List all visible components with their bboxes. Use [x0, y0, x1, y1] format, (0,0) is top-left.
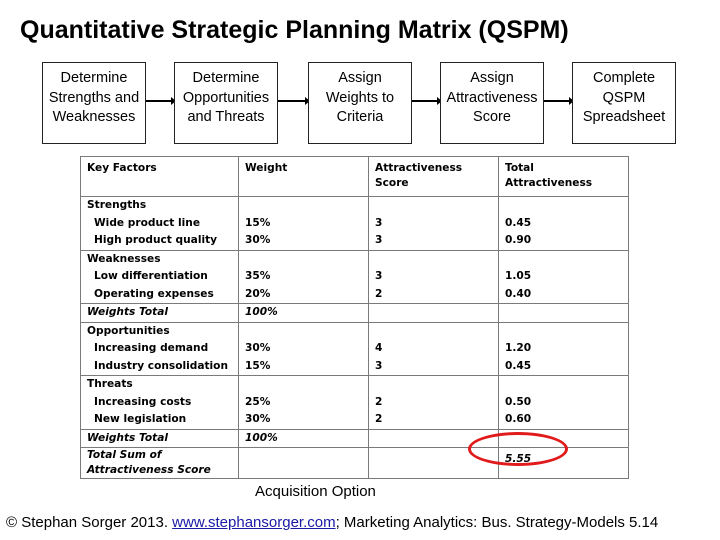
group-label-threats: Threats [87, 378, 133, 390]
step-complete-qspm: Complete QSPM Spreadsheet [572, 62, 676, 144]
table-row-weaknesses: Weaknesses Low differentiation Operating… [80, 249, 629, 304]
arrow-right-icon [412, 97, 442, 105]
highlight-circle [468, 432, 568, 466]
table-header-row: Key Factors Weight Attractiveness Score … [80, 156, 629, 197]
weight-value: 15% [245, 216, 271, 229]
step-assign-attractiveness: Assign Attractiveness Score [440, 62, 544, 144]
step-determine-opportunities-threats: Determine Opportunities and Threats [174, 62, 278, 144]
factor-label: Operating expenses [94, 287, 214, 300]
total-value: 1.05 [505, 270, 532, 282]
factor-label: Wide product line [94, 216, 201, 229]
total-sum-label: Total Sum of [87, 449, 162, 461]
weight-value: 30% [245, 413, 271, 425]
score-value: 3 [375, 216, 383, 229]
footer-suffix: ; Marketing Analytics: Bus. Strategy-Mod… [335, 514, 659, 531]
weight-value: 30% [245, 234, 271, 246]
header-attractiveness-score: Attractiveness Score [368, 156, 499, 197]
arrow-right-icon [278, 97, 310, 105]
factor-label: Increasing costs [94, 395, 192, 408]
weight-value: 25% [245, 395, 271, 408]
footer-prefix: © Stephan Sorger 2013. [6, 514, 173, 531]
factor-label: Industry consolidation [94, 359, 228, 372]
header-weight: Weight [238, 156, 369, 197]
table-row-weights-total: Weights Total 100% [80, 303, 629, 323]
score-value: 3 [375, 359, 383, 372]
step-assign-weights: Assign Weights to Criteria [308, 62, 412, 144]
group-label-opportunities: Opportunities [87, 324, 170, 337]
factor-label: High product quality [94, 234, 218, 246]
total-value: 0.45 [505, 216, 532, 229]
slide-title: Quantitative Strategic Planning Matrix (… [20, 16, 569, 44]
total-value: 0.90 [505, 234, 532, 246]
group-label-strengths: Strengths [87, 199, 147, 211]
footer-link[interactable]: www.stephansorger.com [172, 514, 336, 531]
weight-value: 20% [245, 287, 271, 300]
total-value: 0.50 [505, 395, 532, 408]
weight-value: 35% [245, 270, 271, 282]
weight-value: 15% [245, 359, 271, 372]
table-row-strengths: Strengths Wide product line High product… [80, 196, 629, 251]
weight-value: 30% [245, 342, 271, 354]
factor-label: New legislation [94, 413, 187, 425]
factor-label: Low differentiation [94, 270, 208, 282]
footer-credit: © Stephan Sorger 2013. www.stephansorger… [0, 514, 720, 531]
score-value: 2 [375, 287, 383, 300]
weights-total-label: Weights Total [87, 431, 168, 444]
score-value: 3 [375, 270, 383, 282]
score-value: 2 [375, 395, 383, 408]
arrow-right-icon [146, 97, 176, 105]
total-value: 0.60 [505, 413, 532, 425]
table-row-opportunities: Opportunities Increasing demand Industry… [80, 321, 629, 376]
weights-total-value: 100% [245, 431, 278, 444]
total-value: 1.20 [505, 342, 532, 354]
score-value: 2 [375, 413, 383, 425]
total-value: 0.45 [505, 359, 532, 372]
score-value: 3 [375, 234, 383, 246]
qspm-table: Key Factors Weight Attractiveness Score … [80, 156, 629, 479]
table-row-total-sum: Total Sum of Attractiveness Score 5.55 [80, 447, 629, 479]
total-value: 0.40 [505, 287, 532, 300]
weights-total-label: Weights Total [87, 306, 168, 318]
total-sum-label: Attractiveness Score [87, 464, 211, 476]
score-value: 4 [375, 342, 383, 354]
header-total-attractiveness: Total Attractiveness [498, 156, 629, 197]
table-caption: Acquisition Option [255, 483, 376, 500]
weights-total-value: 100% [245, 306, 278, 318]
table-row-threats: Threats Increasing costs New legislation… [80, 375, 629, 430]
step-determine-strengths-weaknesses: Determine Strengths and Weaknesses [42, 62, 146, 144]
arrow-right-icon [544, 97, 574, 105]
factor-label: Increasing demand [94, 342, 209, 354]
group-label-weaknesses: Weaknesses [87, 252, 161, 265]
header-key-factors: Key Factors [80, 156, 239, 197]
